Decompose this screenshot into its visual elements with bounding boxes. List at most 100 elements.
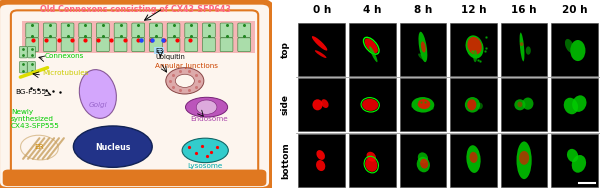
Ellipse shape xyxy=(418,152,428,163)
Bar xyxy=(298,134,345,187)
Ellipse shape xyxy=(369,46,377,62)
FancyBboxPatch shape xyxy=(149,38,162,52)
Text: Endosome: Endosome xyxy=(190,116,228,122)
Ellipse shape xyxy=(469,152,478,163)
FancyBboxPatch shape xyxy=(114,38,127,52)
Ellipse shape xyxy=(313,99,323,110)
Circle shape xyxy=(175,74,194,87)
FancyBboxPatch shape xyxy=(3,170,266,186)
Ellipse shape xyxy=(316,160,325,171)
FancyBboxPatch shape xyxy=(61,38,74,52)
Text: 4 h: 4 h xyxy=(363,5,382,15)
Bar xyxy=(450,134,497,187)
Bar xyxy=(400,78,446,131)
Text: bottom: bottom xyxy=(281,142,290,179)
Ellipse shape xyxy=(517,102,523,107)
Bar xyxy=(501,134,547,187)
FancyBboxPatch shape xyxy=(20,46,27,58)
FancyBboxPatch shape xyxy=(238,23,251,38)
Ellipse shape xyxy=(182,138,229,163)
FancyBboxPatch shape xyxy=(185,23,197,38)
Bar xyxy=(501,78,547,131)
Ellipse shape xyxy=(467,99,476,110)
Ellipse shape xyxy=(418,99,430,109)
FancyBboxPatch shape xyxy=(185,38,197,52)
FancyBboxPatch shape xyxy=(149,23,162,38)
Ellipse shape xyxy=(477,103,483,109)
Ellipse shape xyxy=(365,157,377,172)
Text: Newly
synthesized
CX43-SFP555: Newly synthesized CX43-SFP555 xyxy=(11,109,60,129)
Text: Ubiquitin: Ubiquitin xyxy=(155,54,185,60)
FancyBboxPatch shape xyxy=(79,38,92,52)
FancyBboxPatch shape xyxy=(202,23,215,38)
Ellipse shape xyxy=(362,99,379,111)
Ellipse shape xyxy=(421,41,426,52)
Bar xyxy=(450,23,497,76)
Ellipse shape xyxy=(520,42,523,46)
FancyBboxPatch shape xyxy=(220,23,233,38)
FancyBboxPatch shape xyxy=(97,38,109,52)
Text: Golgi: Golgi xyxy=(89,102,108,108)
Ellipse shape xyxy=(523,98,533,110)
FancyBboxPatch shape xyxy=(0,2,272,188)
Ellipse shape xyxy=(565,39,574,53)
FancyBboxPatch shape xyxy=(61,23,74,38)
Ellipse shape xyxy=(520,33,524,61)
Ellipse shape xyxy=(564,98,578,114)
Circle shape xyxy=(166,68,204,94)
Text: E3: E3 xyxy=(155,48,163,54)
Text: 20 h: 20 h xyxy=(562,5,587,15)
Text: side: side xyxy=(281,94,290,115)
Bar xyxy=(551,134,598,187)
Ellipse shape xyxy=(466,145,481,173)
Bar xyxy=(349,23,395,76)
Bar xyxy=(298,78,345,131)
FancyBboxPatch shape xyxy=(43,38,56,52)
Text: Lysosome: Lysosome xyxy=(188,163,223,169)
Text: 8 h: 8 h xyxy=(414,5,432,15)
Ellipse shape xyxy=(466,35,484,59)
FancyBboxPatch shape xyxy=(79,23,92,38)
Ellipse shape xyxy=(412,97,434,113)
Text: 16 h: 16 h xyxy=(511,5,537,15)
FancyBboxPatch shape xyxy=(220,38,233,52)
Ellipse shape xyxy=(418,53,424,60)
Bar xyxy=(349,134,395,187)
Ellipse shape xyxy=(312,36,328,51)
FancyBboxPatch shape xyxy=(167,23,180,38)
Ellipse shape xyxy=(365,38,378,53)
Ellipse shape xyxy=(367,152,376,162)
Bar xyxy=(551,78,598,131)
Text: Connexons: Connexons xyxy=(45,53,84,59)
FancyBboxPatch shape xyxy=(28,61,35,73)
Ellipse shape xyxy=(517,141,532,179)
Text: 12 h: 12 h xyxy=(461,5,486,15)
Ellipse shape xyxy=(420,159,428,169)
Bar xyxy=(298,23,345,76)
FancyBboxPatch shape xyxy=(28,46,35,58)
Ellipse shape xyxy=(316,150,325,160)
Text: Nucleus: Nucleus xyxy=(95,143,130,152)
Text: top: top xyxy=(281,41,290,58)
Text: Microtubules: Microtubules xyxy=(42,70,89,76)
Bar xyxy=(400,23,446,76)
Text: Annular Junctions: Annular Junctions xyxy=(155,63,218,69)
Circle shape xyxy=(196,100,217,114)
Bar xyxy=(551,23,598,76)
Ellipse shape xyxy=(321,99,329,108)
Ellipse shape xyxy=(514,99,526,110)
Bar xyxy=(501,23,547,76)
Bar xyxy=(349,78,395,131)
Ellipse shape xyxy=(417,157,430,172)
Ellipse shape xyxy=(473,50,477,62)
Ellipse shape xyxy=(467,37,482,55)
Bar xyxy=(400,134,446,187)
Ellipse shape xyxy=(567,149,578,162)
Ellipse shape xyxy=(519,151,529,165)
FancyBboxPatch shape xyxy=(43,23,56,38)
Ellipse shape xyxy=(73,126,152,167)
Text: Old Connexons consisting of CX43-SFP643: Old Connexons consisting of CX43-SFP643 xyxy=(40,5,232,14)
Bar xyxy=(450,78,497,131)
Ellipse shape xyxy=(315,50,326,58)
Ellipse shape xyxy=(526,46,531,55)
